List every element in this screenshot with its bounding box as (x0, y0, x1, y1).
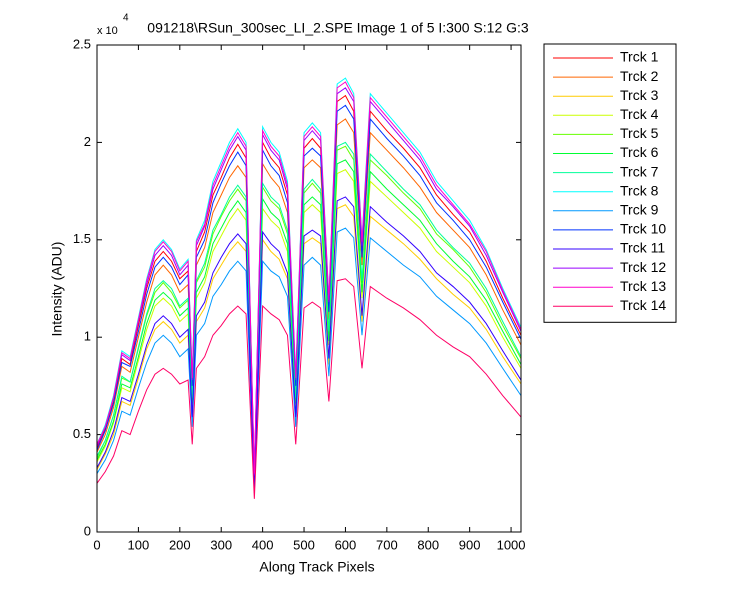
y-multiplier-power: 4 (123, 13, 129, 24)
legend-label: Trck 12 (620, 259, 666, 275)
y-tick-label: 1.5 (73, 231, 91, 246)
legend-label: Trck 13 (620, 278, 666, 294)
x-tick-label: 100 (128, 537, 150, 552)
y-tick-label: 1 (84, 329, 91, 344)
x-tick-label: 200 (169, 537, 191, 552)
series-line (96, 204, 522, 490)
y-axis-label: Intensity (ADU) (49, 242, 65, 337)
series-line (96, 278, 522, 499)
series-line (96, 169, 522, 486)
series-line (96, 104, 522, 478)
legend-label: Trck 9 (620, 202, 659, 218)
legend-label: Trck 2 (620, 68, 659, 84)
series-line (96, 227, 522, 494)
x-axis-label: Along Track Pixels (259, 559, 374, 575)
series-line (96, 118, 522, 480)
x-tick-label: 0 (93, 537, 100, 552)
y-tick-label: 2.5 (73, 36, 91, 51)
legend-label: Trck 4 (620, 106, 659, 122)
x-tick-label: 1000 (497, 537, 526, 552)
legend-label: Trck 10 (620, 221, 666, 237)
x-tick-label: 300 (210, 537, 232, 552)
series-line (96, 87, 522, 476)
series-line (96, 77, 522, 474)
legend-label: Trck 8 (620, 182, 659, 198)
x-tick-label: 700 (376, 537, 398, 552)
y-tick-label: 0 (84, 523, 91, 538)
chart-title: 091218\RSun_300sec_LI_2.SPE Image 1 of 5… (147, 20, 529, 36)
legend-box (543, 43, 677, 323)
series-line (96, 94, 522, 476)
x-tick-label: 800 (417, 537, 439, 552)
legend-label: Trck 11 (620, 240, 665, 256)
series-line (96, 196, 522, 490)
legend-label: Trck 5 (620, 125, 659, 141)
x-tick-label: 900 (459, 537, 481, 552)
x-tick-label: 500 (293, 537, 315, 552)
series-line (96, 159, 522, 484)
series-line (96, 145, 522, 482)
axes-box (96, 44, 522, 533)
series-line (96, 81, 522, 474)
x-tick-label: 600 (335, 537, 357, 552)
legend-label: Trck 3 (620, 87, 659, 103)
legend-label: Trck 1 (620, 49, 659, 65)
y-tick-label: 2 (84, 134, 91, 149)
legend-label: Trck 7 (620, 163, 659, 179)
series-line (96, 141, 522, 482)
y-multiplier: x 10 (97, 25, 118, 37)
x-tick-label: 400 (252, 537, 274, 552)
y-tick-label: 0.5 (73, 426, 91, 441)
legend-label: Trck 14 (620, 297, 666, 313)
plot-area (97, 45, 521, 532)
legend-label: Trck 6 (620, 144, 659, 160)
